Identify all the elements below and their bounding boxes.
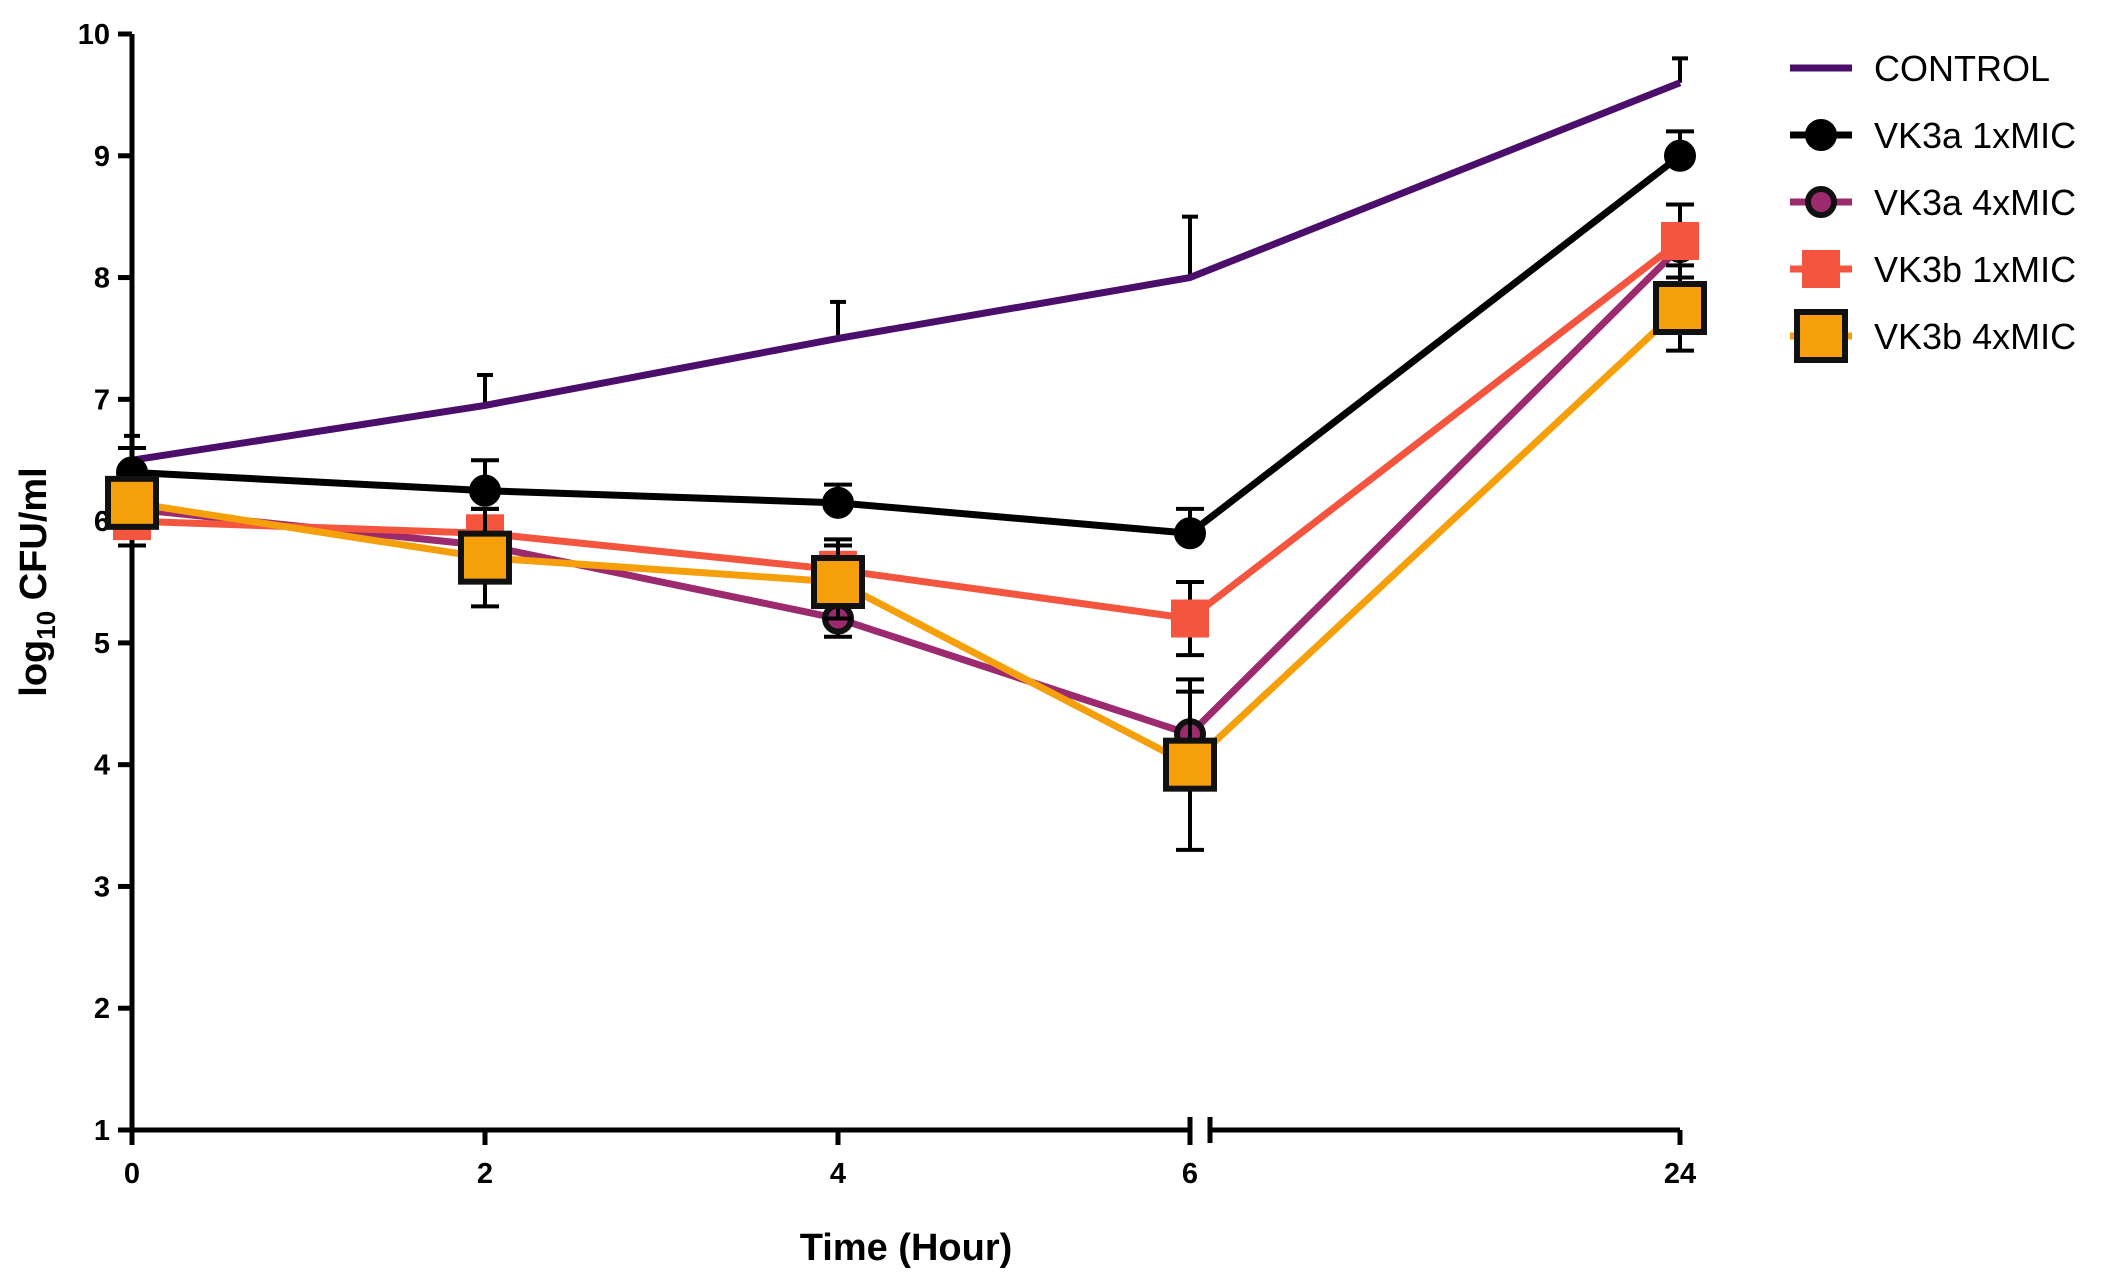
y-axis-title-main: log xyxy=(13,640,55,697)
legend-swatch-marker xyxy=(1805,119,1837,151)
x-tick-label: 4 xyxy=(830,1158,846,1190)
data-point xyxy=(1174,517,1206,550)
axes-layer xyxy=(129,34,1680,1143)
series-layer xyxy=(105,56,1707,852)
y-tick-label: 1 xyxy=(94,1115,110,1147)
legend-item: CONTROL xyxy=(1790,48,2050,89)
data-point xyxy=(1653,281,1707,335)
y-tick-label: 8 xyxy=(94,263,110,295)
y-tick-label: 3 xyxy=(94,871,110,903)
data-point xyxy=(1163,737,1217,792)
series-line xyxy=(131,244,1683,738)
x-tick-label: 0 xyxy=(124,1158,140,1190)
legend-label: VK3a 1xMIC xyxy=(1874,115,2076,156)
x-tick-label: 2 xyxy=(477,1158,493,1190)
series-line xyxy=(131,305,1683,769)
data-point xyxy=(1661,222,1699,261)
series-vk3b-4xmic xyxy=(105,263,1707,852)
y-tick-label: 9 xyxy=(94,141,110,173)
y-axis-title: log10 CFU/ml xyxy=(13,467,61,696)
y-tick-label: 7 xyxy=(94,384,110,416)
legend-label: CONTROL xyxy=(1874,48,2050,89)
x-axis-title: Time (Hour) xyxy=(800,1227,1013,1269)
data-point xyxy=(811,555,865,609)
legend-item: VK3a 4xMIC xyxy=(1790,182,2076,223)
legend-item: VK3a 1xMIC xyxy=(1790,115,2076,156)
legend-swatch-marker xyxy=(1805,186,1837,218)
y-axis-title-subscript: 10 xyxy=(31,611,61,640)
y-axis-title-rest: CFU/ml xyxy=(13,467,55,611)
data-point xyxy=(1664,139,1696,172)
data-point xyxy=(458,530,512,585)
x-ticks: 0 2 4 6 24 xyxy=(124,1130,1696,1190)
y-tick-label: 4 xyxy=(94,750,110,782)
series-control xyxy=(124,56,1688,464)
legend-item: VK3b 4xMIC xyxy=(1790,309,2076,363)
data-point xyxy=(1171,599,1209,638)
legend-swatch-marker xyxy=(1794,309,1848,363)
data-point xyxy=(105,475,159,530)
x-tick-label: 24 xyxy=(1664,1158,1696,1190)
data-point xyxy=(822,486,854,519)
y-tick-label: 10 xyxy=(78,19,110,51)
series-vk3a-4xmic xyxy=(116,202,1696,779)
series-vk3a-1xmic xyxy=(116,129,1696,550)
y-tick-label: 5 xyxy=(94,628,110,660)
y-tick-label: 2 xyxy=(94,993,110,1025)
series-line xyxy=(131,79,1682,464)
data-point xyxy=(469,474,501,507)
legend: CONTROL VK3a 1xMIC VK3a 4xMIC VK3b 1xMIC VK3… xyxy=(1790,48,2076,363)
legend-label: VK3b 4xMIC xyxy=(1874,316,2076,357)
legend-label: VK3b 1xMIC xyxy=(1874,249,2076,290)
legend-item: VK3b 1xMIC xyxy=(1790,249,2076,290)
x-tick-label: 6 xyxy=(1182,1158,1198,1190)
legend-label: VK3a 4xMIC xyxy=(1874,182,2076,223)
legend-swatch-marker xyxy=(1802,250,1840,288)
series-line xyxy=(131,238,1683,623)
